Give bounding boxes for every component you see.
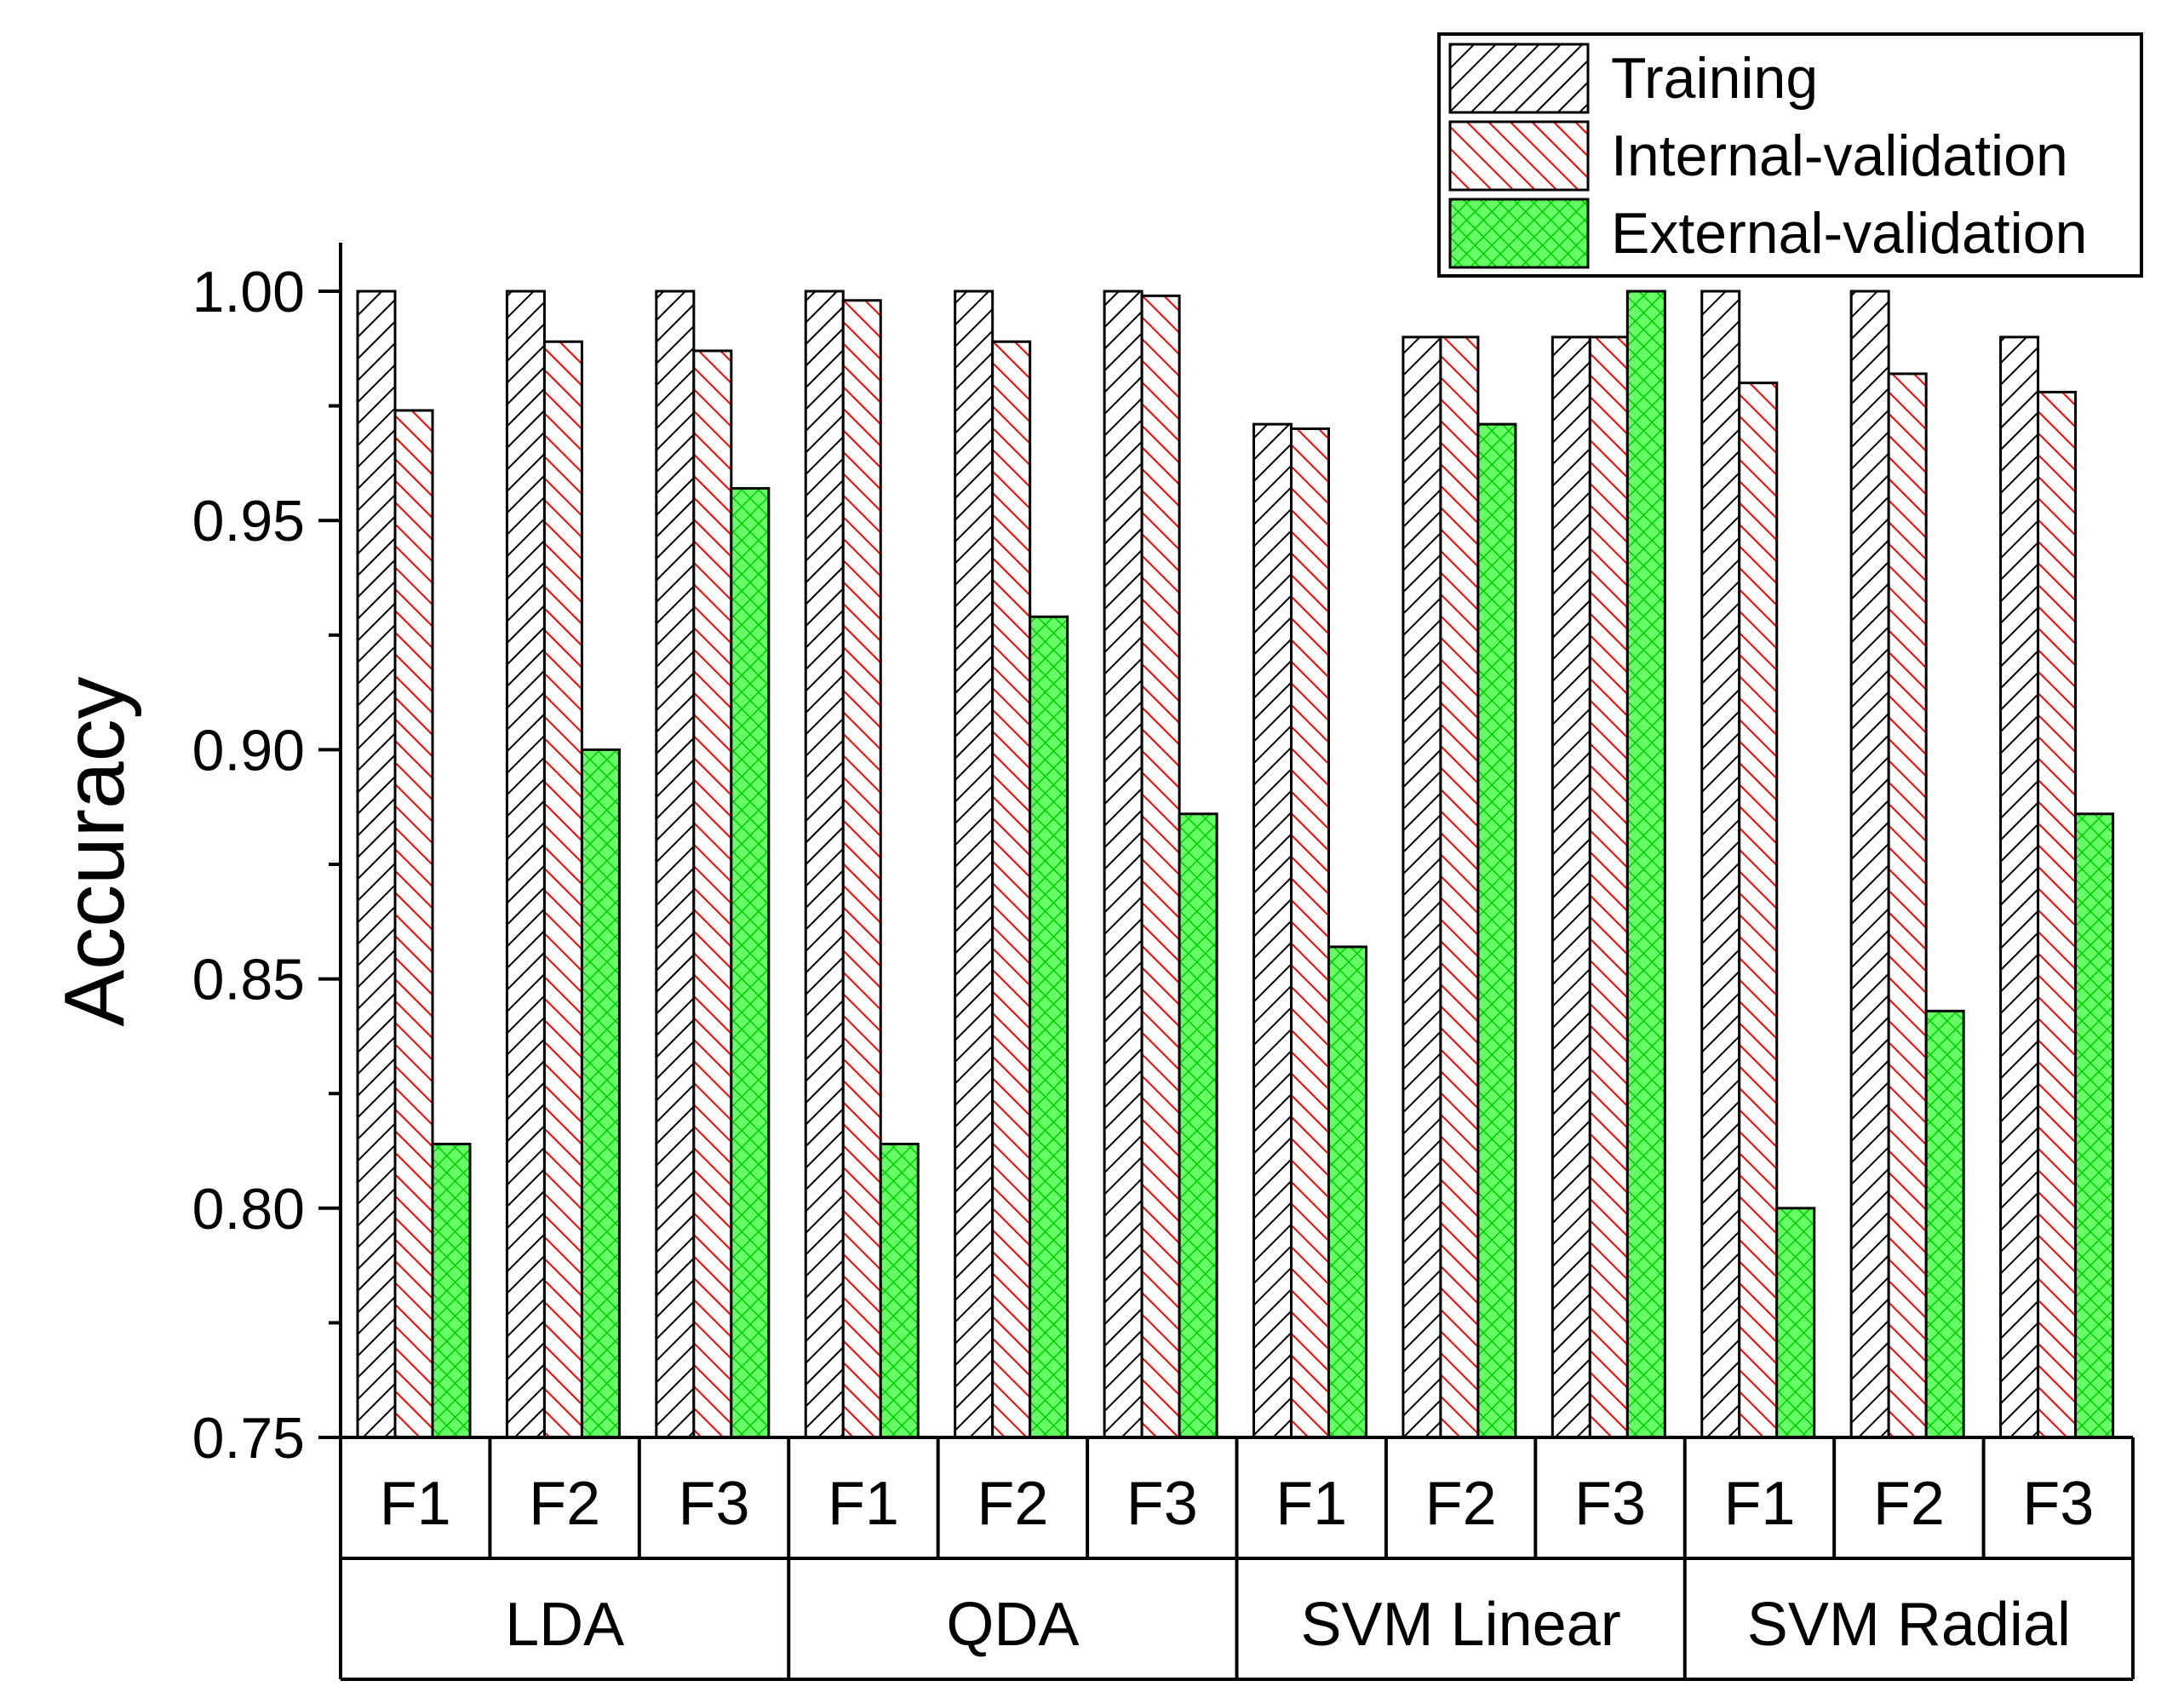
y-tick-label: 0.75 <box>192 1406 305 1471</box>
y-axis-title: Accuracy <box>47 676 142 1026</box>
y-tick-label: 0.90 <box>192 718 305 783</box>
bar-internal-validation <box>692 349 733 1439</box>
bar-training <box>356 290 397 1439</box>
x-category-label: F1 <box>1723 1470 1795 1538</box>
bar-training <box>1402 336 1442 1439</box>
bar-external-validation <box>1924 1009 1965 1439</box>
bar-external-validation <box>1327 945 1367 1439</box>
bar-internal-validation <box>393 409 434 1439</box>
legend-swatch-internal-validation <box>1448 120 1590 192</box>
bar-internal-validation <box>1290 427 1330 1439</box>
bar-training <box>1253 422 1293 1439</box>
y-tick-label: 1.00 <box>192 260 305 324</box>
x-category-label: F1 <box>828 1470 899 1538</box>
legend-swatch-external-validation <box>1448 198 1590 269</box>
bar-training <box>505 290 546 1439</box>
bar-internal-validation <box>2037 390 2078 1439</box>
bar-external-validation <box>580 748 621 1439</box>
x-category-label: F2 <box>977 1470 1048 1538</box>
bar-external-validation <box>1178 812 1218 1439</box>
bar-internal-validation <box>1439 336 1480 1439</box>
bar-external-validation <box>2074 812 2115 1439</box>
bar-training <box>1700 290 1741 1439</box>
legend-label-training: Training <box>1611 46 1818 111</box>
x-axis-table: F1 F2 F3 LDA F1 F2 F3 QDA F1 F2 F3 SVM Linear F1 F2 F3… <box>339 1436 2135 1681</box>
y-axis: 0.75 0.80 0.85 0.90 0.95 1.00 <box>192 243 342 1471</box>
bar-internal-validation <box>1588 336 1629 1439</box>
y-tick-label: 0.85 <box>192 948 305 1012</box>
y-tick-label: 0.80 <box>192 1177 305 1242</box>
x-category-label: F2 <box>1425 1470 1497 1538</box>
bar-external-validation <box>1775 1207 1816 1439</box>
bar-training <box>655 290 696 1439</box>
bars <box>356 290 2115 1439</box>
bar-external-validation <box>431 1142 472 1439</box>
x-category-label: F3 <box>1126 1470 1198 1538</box>
bar-external-validation <box>1625 290 1666 1439</box>
x-group-label: LDA <box>505 1591 624 1659</box>
legend-swatch-training <box>1448 43 1590 114</box>
legend: Training Internal-validation External-va… <box>1437 32 2143 278</box>
bar-internal-validation <box>542 340 583 1439</box>
legend-label-external-validation: External-validation <box>1611 201 2087 266</box>
bar-training <box>804 290 845 1439</box>
bar-internal-validation <box>1738 381 1779 1439</box>
x-category-label: F1 <box>1275 1470 1347 1538</box>
bar-training <box>954 290 995 1439</box>
bar-internal-validation <box>841 299 882 1439</box>
x-category-label: F3 <box>1574 1470 1646 1538</box>
x-category-label: F1 <box>380 1470 451 1538</box>
x-group-label: SVM Radial <box>1747 1591 2071 1659</box>
bar-training <box>1551 336 1591 1439</box>
x-category-label: F3 <box>679 1470 750 1538</box>
bar-training <box>1999 336 2040 1439</box>
bar-external-validation <box>730 487 771 1439</box>
x-group-label: QDA <box>946 1591 1079 1659</box>
x-category-label: F2 <box>529 1470 600 1538</box>
x-category-label: F3 <box>2022 1470 2094 1538</box>
bar-internal-validation <box>991 340 1032 1439</box>
y-tick-label: 0.95 <box>192 489 305 554</box>
bar-internal-validation <box>1140 294 1181 1439</box>
bar-internal-validation <box>1887 372 1928 1439</box>
bar-training <box>1849 290 1890 1439</box>
x-category-label: F2 <box>1873 1470 1945 1538</box>
bar-external-validation <box>1476 422 1517 1439</box>
bar-external-validation <box>1029 615 1069 1439</box>
legend-label-internal-validation: Internal-validation <box>1611 123 2068 188</box>
bar-training <box>1103 290 1144 1439</box>
x-group-label: SVM Linear <box>1301 1591 1621 1659</box>
bar-external-validation <box>879 1142 920 1439</box>
